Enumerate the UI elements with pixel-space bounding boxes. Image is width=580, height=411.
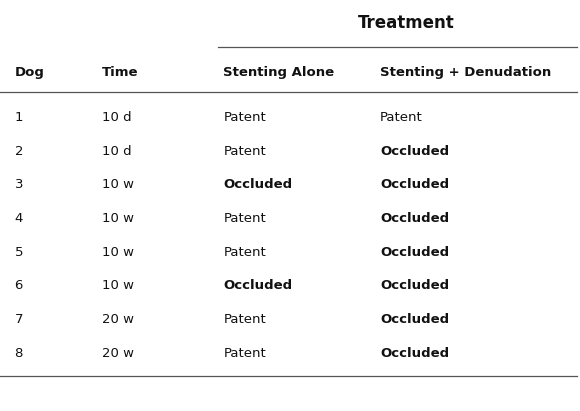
Text: 5: 5: [14, 246, 23, 259]
Text: Occluded: Occluded: [380, 212, 449, 225]
Text: Patent: Patent: [223, 212, 266, 225]
Text: Occluded: Occluded: [380, 313, 449, 326]
Text: Patent: Patent: [223, 313, 266, 326]
Text: 10 w: 10 w: [102, 212, 133, 225]
Text: Occluded: Occluded: [380, 246, 449, 259]
Text: 10 d: 10 d: [102, 111, 131, 124]
Text: Stenting + Denudation: Stenting + Denudation: [380, 66, 551, 79]
Text: 10 w: 10 w: [102, 246, 133, 259]
Text: 4: 4: [14, 212, 23, 225]
Text: Occluded: Occluded: [380, 145, 449, 158]
Text: 10 w: 10 w: [102, 178, 133, 192]
Text: Occluded: Occluded: [380, 178, 449, 192]
Text: Patent: Patent: [223, 145, 266, 158]
Text: Dog: Dog: [14, 66, 45, 79]
Text: Treatment: Treatment: [358, 14, 454, 32]
Text: 1: 1: [14, 111, 23, 124]
Text: Occluded: Occluded: [223, 178, 292, 192]
Text: Stenting Alone: Stenting Alone: [223, 66, 335, 79]
Text: 20 w: 20 w: [102, 313, 133, 326]
Text: 10 d: 10 d: [102, 145, 131, 158]
Text: 8: 8: [14, 347, 23, 360]
Text: Occluded: Occluded: [380, 279, 449, 293]
Text: 6: 6: [14, 279, 23, 293]
Text: 3: 3: [14, 178, 23, 192]
Text: 2: 2: [14, 145, 23, 158]
Text: Time: Time: [102, 66, 138, 79]
Text: 10 w: 10 w: [102, 279, 133, 293]
Text: Occluded: Occluded: [380, 347, 449, 360]
Text: Patent: Patent: [223, 111, 266, 124]
Text: Patent: Patent: [223, 347, 266, 360]
Text: Patent: Patent: [380, 111, 423, 124]
Text: Occluded: Occluded: [223, 279, 292, 293]
Text: 20 w: 20 w: [102, 347, 133, 360]
Text: 7: 7: [14, 313, 23, 326]
Text: Patent: Patent: [223, 246, 266, 259]
